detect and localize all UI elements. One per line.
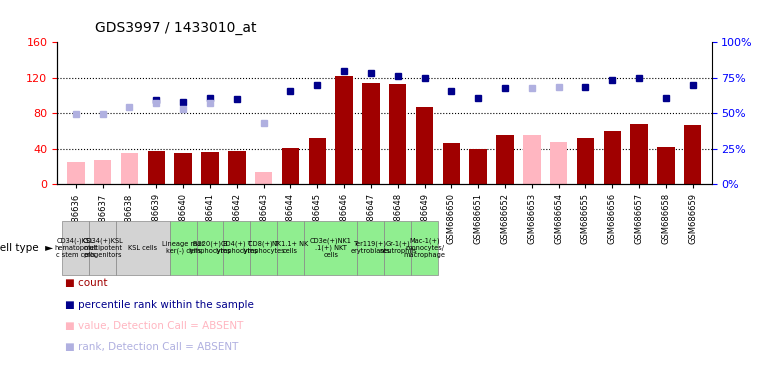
Text: NK1.1+ NK
cells: NK1.1+ NK cells [272,241,308,254]
Bar [304,221,358,275]
Bar [496,136,514,184]
Bar [362,83,380,184]
Bar [550,142,568,184]
Bar [121,153,139,184]
Bar [94,161,111,184]
Bar [658,147,675,184]
Bar [148,151,165,184]
Bar [443,144,460,184]
Text: ■ rank, Detection Call = ABSENT: ■ rank, Detection Call = ABSENT [65,342,238,352]
Text: Gr-1(+)
neutrophils: Gr-1(+) neutrophils [379,241,416,255]
Bar [411,221,438,275]
Text: cell type  ►: cell type ► [0,243,53,253]
Text: ■ value, Detection Call = ABSENT: ■ value, Detection Call = ABSENT [65,321,243,331]
Bar [255,172,272,184]
Bar [630,124,648,184]
Bar [308,138,326,184]
Bar [470,149,487,184]
Text: ■ percentile rank within the sample: ■ percentile rank within the sample [65,300,253,310]
Bar [67,162,84,184]
Bar [228,151,246,184]
Text: ■ count: ■ count [65,278,107,288]
Bar [384,221,411,275]
Text: CD3e(+)NK1
.1(+) NKT
cells: CD3e(+)NK1 .1(+) NKT cells [310,237,352,258]
Bar [62,221,89,275]
Bar [201,152,218,184]
Bar [196,221,224,275]
Bar [389,84,406,184]
Text: Mac-1(+)
monocytes/
macrophage: Mac-1(+) monocytes/ macrophage [403,237,445,258]
Bar [577,138,594,184]
Text: B220(+) B
lymphocytes: B220(+) B lymphocytes [189,241,231,255]
Bar [174,153,192,184]
Bar [170,221,196,275]
Bar [116,221,170,275]
Bar [250,221,277,275]
Bar [282,148,299,184]
Text: CD34(+)KSL
multipotent
progenitors: CD34(+)KSL multipotent progenitors [82,237,123,258]
Bar [224,221,250,275]
Text: KSL cells: KSL cells [129,245,158,251]
Text: Ter119(+)
erytroblasts: Ter119(+) erytroblasts [351,241,391,255]
Text: CD4(+) T
lymphocytes: CD4(+) T lymphocytes [215,241,258,255]
Bar [603,131,621,184]
Bar [358,221,384,275]
Text: CD34(-)KSL
hematopoiet
c stem cells: CD34(-)KSL hematopoiet c stem cells [55,237,97,258]
Text: Lineage mar
ker(-) cells: Lineage mar ker(-) cells [162,241,204,255]
Text: CD8(+) T
lymphocytes: CD8(+) T lymphocytes [242,241,285,255]
Bar [277,221,304,275]
Bar [416,107,433,184]
Bar [89,221,116,275]
Bar [523,136,540,184]
Bar [684,125,702,184]
Bar [336,76,353,184]
Text: GDS3997 / 1433010_at: GDS3997 / 1433010_at [95,21,256,35]
